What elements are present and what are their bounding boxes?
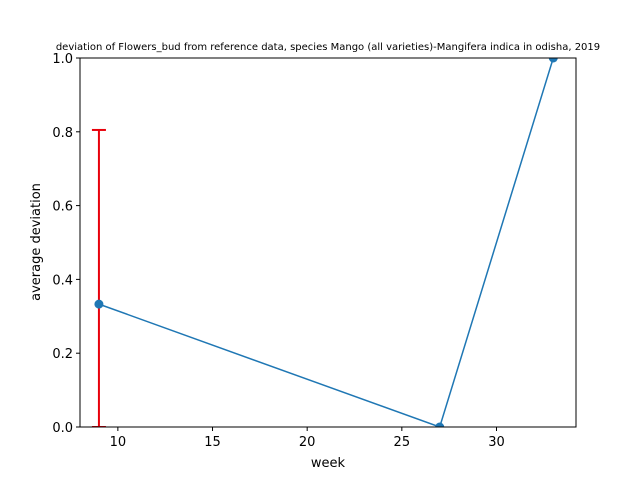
chart-title: deviation of Flowers_bud from reference … — [56, 42, 600, 53]
data-point — [548, 58, 558, 63]
y-axis: 0.0 0.2 0.4 0.6 0.8 1.0 — [52, 52, 80, 436]
data-point — [94, 299, 104, 309]
x-axis: 10 15 20 25 30 — [110, 427, 505, 450]
y-tick-label: 0.6 — [52, 200, 73, 215]
data-point — [435, 422, 445, 427]
plot-area — [91, 58, 558, 427]
y-tick-label: 0.2 — [52, 347, 73, 362]
y-tick-label: 0.8 — [52, 126, 73, 141]
y-tick-label: 0.4 — [52, 273, 73, 288]
series-line — [98, 58, 554, 427]
plot-frame — [79, 57, 577, 428]
error-bar — [91, 128, 106, 427]
x-axis-label: week — [311, 456, 346, 471]
x-tick-label: 30 — [488, 435, 505, 450]
y-tick-label: 1.0 — [52, 52, 73, 67]
x-tick-label: 10 — [110, 435, 127, 450]
y-tick-label: 0.0 — [52, 421, 73, 436]
y-axis-label: average deviation — [29, 183, 44, 301]
x-tick-label: 15 — [204, 435, 221, 450]
x-tick-label: 20 — [299, 435, 316, 450]
x-tick-label: 25 — [394, 435, 411, 450]
